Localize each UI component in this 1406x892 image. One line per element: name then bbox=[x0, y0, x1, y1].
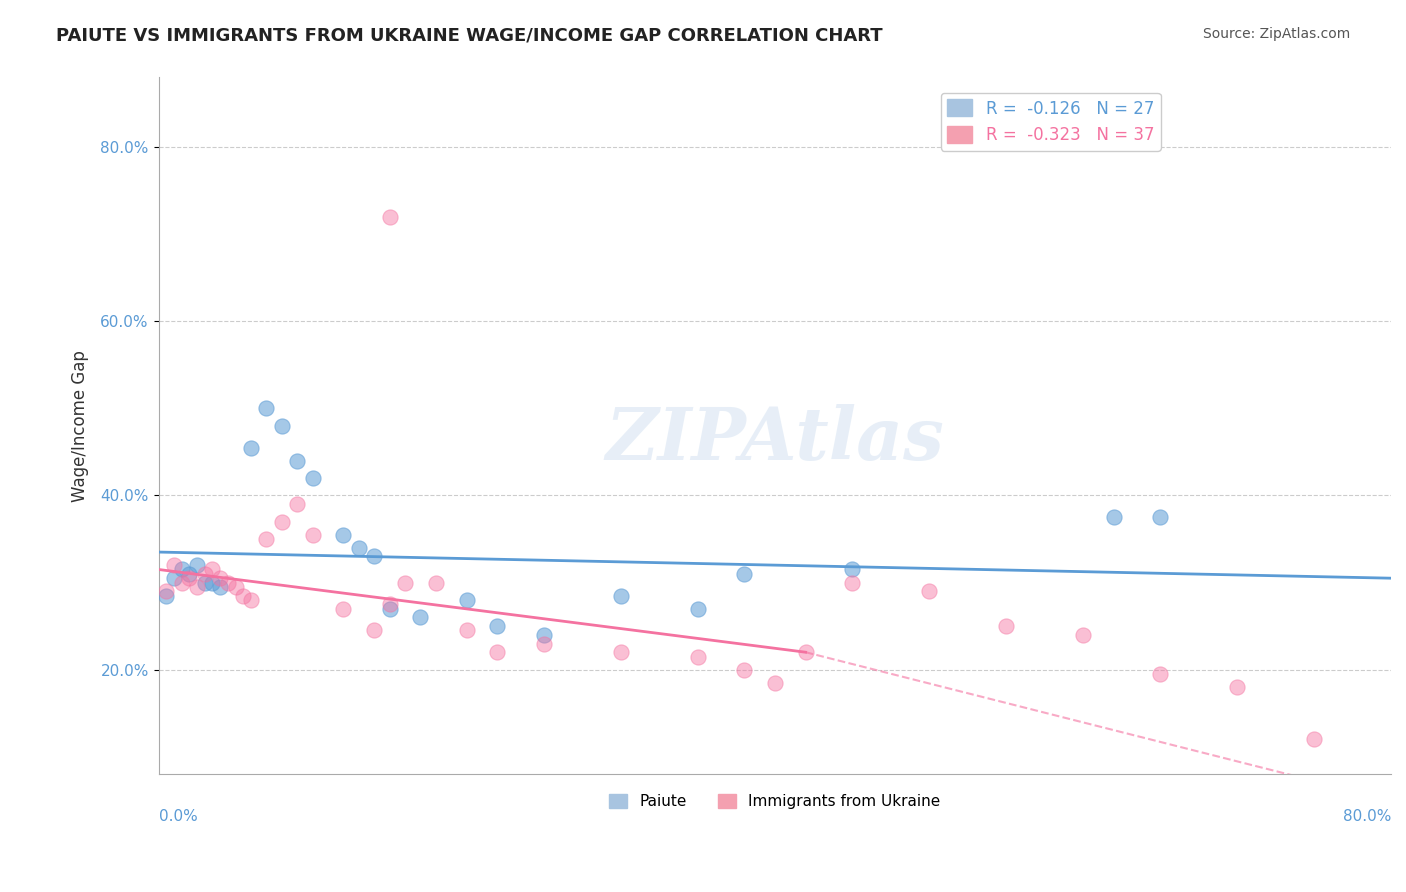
Point bbox=[456, 624, 478, 638]
Point bbox=[254, 532, 277, 546]
Point bbox=[285, 453, 308, 467]
Point bbox=[209, 580, 232, 594]
Legend: Paiute, Immigrants from Ukraine: Paiute, Immigrants from Ukraine bbox=[603, 788, 946, 815]
Point bbox=[217, 575, 239, 590]
Point bbox=[394, 575, 416, 590]
Point bbox=[409, 610, 432, 624]
Point bbox=[240, 593, 263, 607]
Text: 0.0%: 0.0% bbox=[159, 809, 197, 824]
Point bbox=[347, 541, 370, 555]
Point bbox=[994, 619, 1017, 633]
Point bbox=[609, 589, 631, 603]
Point bbox=[225, 580, 247, 594]
Point bbox=[456, 593, 478, 607]
Point bbox=[194, 575, 217, 590]
Point bbox=[232, 589, 254, 603]
Point bbox=[486, 645, 509, 659]
Point bbox=[270, 418, 292, 433]
Point bbox=[763, 675, 786, 690]
Point bbox=[841, 575, 863, 590]
Y-axis label: Wage/Income Gap: Wage/Income Gap bbox=[72, 350, 89, 501]
Point bbox=[186, 580, 208, 594]
Point bbox=[179, 571, 201, 585]
Point bbox=[425, 575, 447, 590]
Point bbox=[201, 562, 224, 576]
Point bbox=[486, 619, 509, 633]
Point bbox=[163, 571, 186, 585]
Point bbox=[332, 527, 354, 541]
Point bbox=[363, 624, 385, 638]
Text: PAIUTE VS IMMIGRANTS FROM UKRAINE WAGE/INCOME GAP CORRELATION CHART: PAIUTE VS IMMIGRANTS FROM UKRAINE WAGE/I… bbox=[56, 27, 883, 45]
Point bbox=[794, 645, 817, 659]
Point bbox=[686, 601, 709, 615]
Point bbox=[378, 210, 401, 224]
Point bbox=[1303, 732, 1326, 747]
Point bbox=[686, 649, 709, 664]
Point bbox=[733, 566, 755, 581]
Point bbox=[733, 663, 755, 677]
Point bbox=[163, 558, 186, 573]
Point bbox=[609, 645, 631, 659]
Point bbox=[179, 566, 201, 581]
Point bbox=[378, 597, 401, 611]
Point bbox=[332, 601, 354, 615]
Point bbox=[155, 589, 177, 603]
Point bbox=[194, 566, 217, 581]
Point bbox=[1102, 510, 1125, 524]
Point bbox=[186, 558, 208, 573]
Point bbox=[170, 575, 193, 590]
Text: Source: ZipAtlas.com: Source: ZipAtlas.com bbox=[1202, 27, 1350, 41]
Point bbox=[1071, 628, 1094, 642]
Point bbox=[1149, 510, 1171, 524]
Point bbox=[1226, 680, 1249, 694]
Point bbox=[378, 601, 401, 615]
Point bbox=[301, 471, 323, 485]
Point bbox=[209, 571, 232, 585]
Point bbox=[254, 401, 277, 416]
Point bbox=[1149, 667, 1171, 681]
Point bbox=[841, 562, 863, 576]
Point bbox=[155, 584, 177, 599]
Point bbox=[201, 575, 224, 590]
Point bbox=[533, 636, 555, 650]
Text: 80.0%: 80.0% bbox=[1343, 809, 1391, 824]
Point bbox=[363, 549, 385, 564]
Point bbox=[533, 628, 555, 642]
Point bbox=[170, 562, 193, 576]
Point bbox=[240, 441, 263, 455]
Text: ZIPAtlas: ZIPAtlas bbox=[606, 404, 945, 475]
Point bbox=[301, 527, 323, 541]
Point bbox=[285, 497, 308, 511]
Point bbox=[270, 515, 292, 529]
Point bbox=[918, 584, 941, 599]
